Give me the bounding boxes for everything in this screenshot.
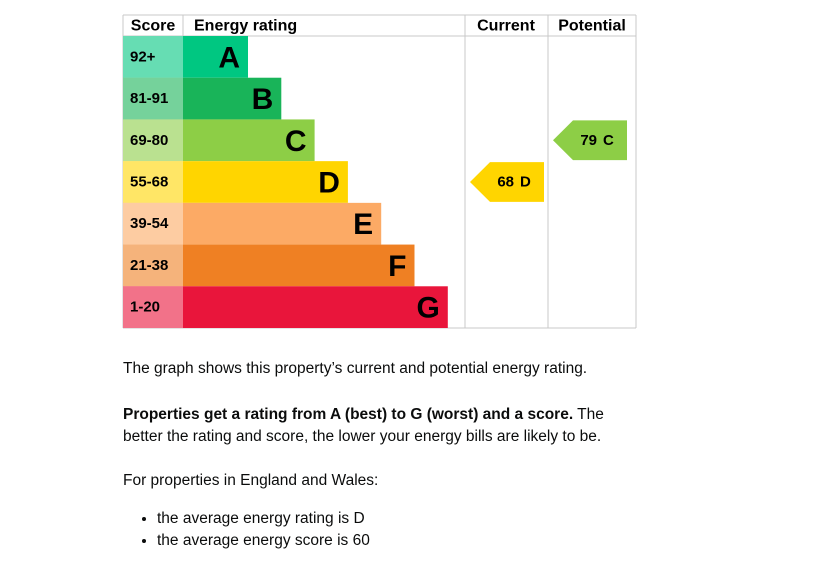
- current-arrow: [470, 162, 544, 202]
- rating-bar: [183, 244, 415, 287]
- rating-letter: D: [318, 167, 340, 200]
- score-tint: [123, 77, 183, 120]
- header-rating: Energy rating: [194, 18, 297, 35]
- potential-score: 79: [580, 132, 597, 149]
- rating-explainer: Properties get a rating from A (best) to…: [123, 404, 643, 448]
- score-cell: [123, 36, 183, 78]
- rating-bar: [183, 36, 248, 78]
- score-range: 92+: [130, 48, 156, 65]
- rating-letter: A: [218, 41, 240, 74]
- bold-text: Properties get a rating from A (best) to…: [123, 406, 574, 423]
- score-tint: [123, 244, 183, 287]
- score-tint: [123, 202, 183, 245]
- score-range: 21-38: [130, 257, 168, 274]
- rating-letter: C: [285, 125, 307, 158]
- england-wales: For properties in England and Wales:: [123, 472, 379, 489]
- score-cell: [123, 244, 183, 287]
- rating-letter: F: [388, 250, 406, 283]
- rating-bar: [183, 119, 315, 162]
- potential-arrow: [553, 120, 627, 161]
- rating-letter: B: [252, 83, 274, 116]
- score-range: 69-80: [130, 132, 168, 149]
- score-range: 39-54: [130, 215, 169, 232]
- score-cell: [123, 119, 183, 162]
- bullet: the average energy rating is D: [157, 508, 643, 530]
- score-tint: [123, 286, 183, 328]
- potential-letter: C: [603, 132, 614, 149]
- current-letter: D: [520, 174, 531, 191]
- score-cell: [123, 161, 183, 203]
- current-score: 68: [497, 174, 514, 191]
- score-tint: [123, 36, 183, 78]
- score-cell: [123, 286, 183, 328]
- score-cell: [123, 202, 183, 245]
- bullet: the average energy score is 60: [157, 530, 643, 552]
- rating-bar: [183, 202, 382, 245]
- score-range: 55-68: [130, 174, 168, 191]
- score-tint: [123, 161, 183, 203]
- score-range: 81-91: [130, 90, 168, 107]
- header-score: Score: [131, 18, 176, 35]
- rating-letter: G: [416, 292, 439, 325]
- text: The better the rating and score, the low…: [123, 406, 604, 445]
- score-range: 1-20: [130, 299, 160, 316]
- epc-graph: Score Energy rating Current Potential 92…: [122, 14, 637, 329]
- rating-bar: [183, 161, 348, 203]
- header-current: Current: [477, 18, 535, 35]
- intro: The graph shows this property’s current …: [123, 360, 588, 377]
- rating-letter: E: [353, 208, 373, 241]
- rating-bar: [183, 77, 282, 120]
- score-cell: [123, 77, 183, 120]
- score-tint: [123, 119, 183, 162]
- rating-bar: [183, 286, 448, 328]
- bullet-list: the average energy rating is Dthe averag…: [123, 508, 643, 552]
- header-potential: Potential: [558, 18, 626, 35]
